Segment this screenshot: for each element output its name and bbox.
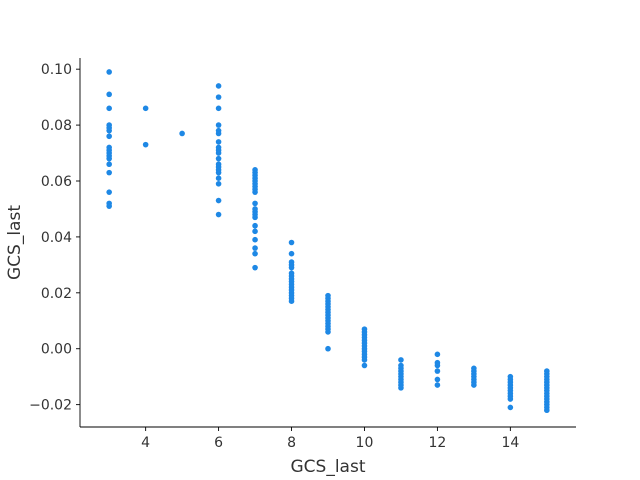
data-point [471, 382, 477, 388]
data-point [179, 130, 185, 137]
data-point [215, 169, 222, 176]
data-point [106, 203, 112, 209]
data-point [252, 200, 258, 207]
data-point [434, 362, 441, 369]
data-point [106, 91, 112, 98]
data-point [106, 69, 112, 75]
data-point [215, 180, 222, 187]
data-point [252, 250, 258, 257]
x-tick-label: 6 [214, 435, 223, 451]
data-point [252, 236, 258, 243]
data-point [142, 141, 149, 148]
x-tick-label: 8 [287, 435, 296, 451]
data-point [215, 175, 222, 182]
y-tick-label: 0.00 [41, 342, 72, 358]
data-point [288, 250, 295, 257]
data-point [398, 357, 404, 363]
data-point [215, 94, 222, 100]
data-point [361, 362, 368, 369]
data-point [106, 161, 112, 168]
data-points [106, 69, 550, 414]
x-tick-label: 14 [501, 435, 519, 451]
data-point [434, 376, 441, 383]
y-tick-label: 0.10 [41, 62, 72, 78]
y-tick-label: 0.08 [41, 118, 72, 134]
y-axis-title: GCS_last [5, 205, 25, 280]
data-point [215, 105, 222, 112]
data-point [252, 245, 258, 251]
data-point [252, 214, 258, 221]
data-point [106, 127, 112, 134]
data-point [325, 345, 331, 352]
y-tick-label: 0.06 [41, 174, 72, 190]
data-point [252, 228, 258, 235]
x-tick-label: 12 [428, 435, 446, 451]
data-point [106, 155, 112, 162]
y-tick-label: 0.02 [41, 286, 72, 302]
data-point [106, 105, 112, 112]
data-point [215, 122, 222, 128]
data-point [106, 189, 112, 195]
x-axis-ticks: 4 6 8 10 12 14 [141, 427, 519, 451]
data-point [507, 404, 514, 411]
data-point [252, 222, 258, 229]
y-tick-label: −0.02 [29, 398, 72, 414]
data-point [434, 382, 441, 388]
data-point [106, 133, 112, 140]
data-point [288, 239, 295, 246]
x-axis-title: GCS_last [291, 457, 366, 477]
data-point [361, 357, 368, 363]
data-point [434, 351, 441, 358]
data-point [252, 264, 258, 271]
data-point [215, 197, 222, 204]
data-point [434, 368, 441, 374]
data-point [288, 264, 295, 271]
data-point [252, 189, 258, 195]
data-point [215, 83, 222, 89]
data-point [288, 298, 295, 305]
x-tick-label: 10 [356, 435, 374, 451]
data-point [215, 211, 222, 218]
data-point [215, 139, 222, 145]
data-point [106, 169, 112, 176]
y-axis-ticks: −0.02 0.00 0.02 0.04 0.06 0.08 0.10 [29, 62, 80, 414]
data-point [398, 385, 404, 391]
data-point [215, 130, 222, 137]
data-point [325, 329, 331, 335]
y-tick-label: 0.04 [41, 230, 72, 246]
x-tick-label: 4 [141, 435, 150, 451]
data-point [507, 396, 514, 402]
data-point [215, 150, 222, 156]
data-point [544, 407, 550, 414]
data-point [215, 155, 222, 162]
data-point [142, 105, 149, 112]
